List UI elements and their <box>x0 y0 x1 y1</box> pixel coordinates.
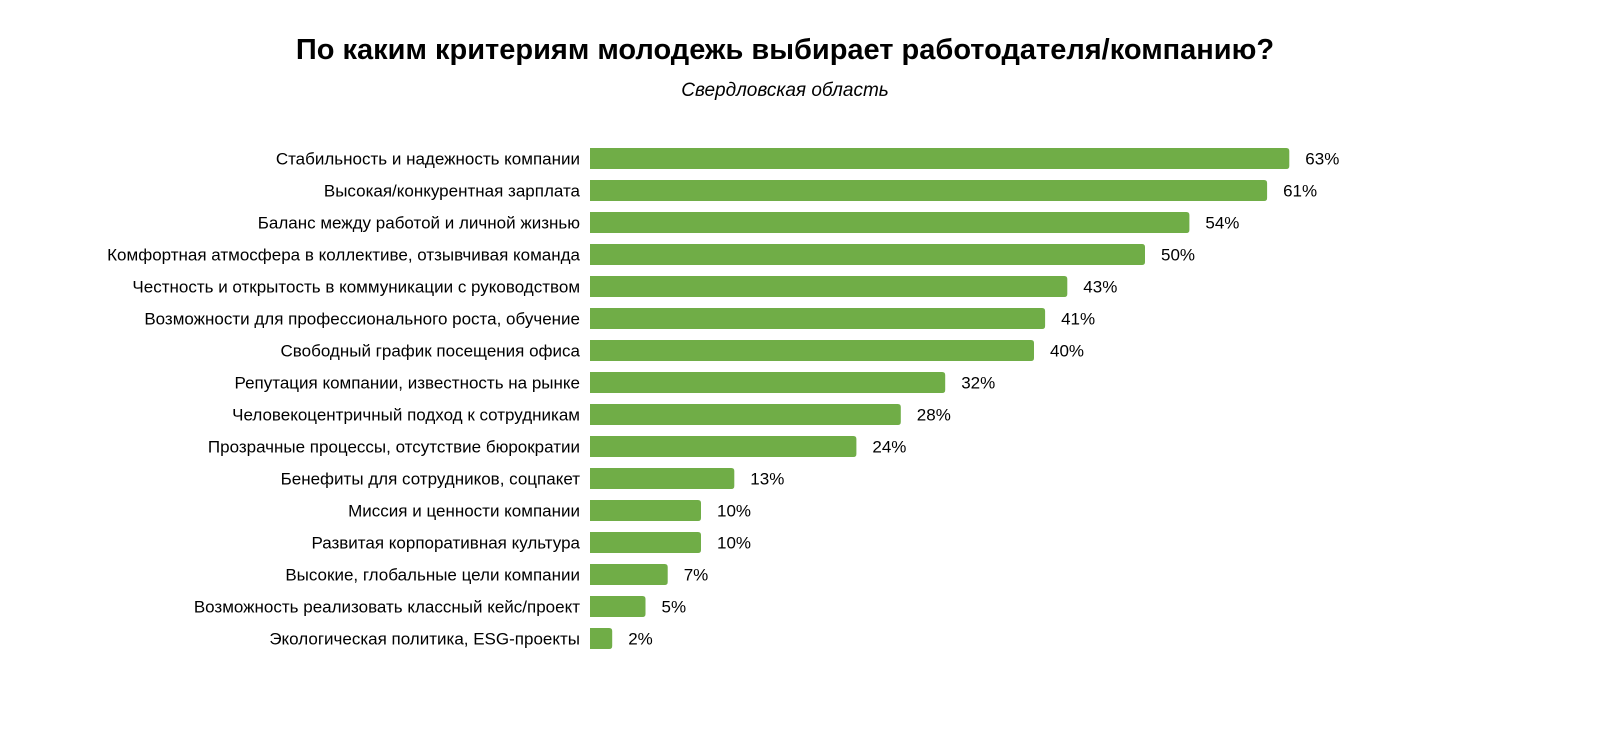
category-label: Свободный график посещения офиса <box>281 342 581 361</box>
category-label: Честность и открытость в коммуникации с … <box>132 278 580 297</box>
bar <box>590 404 901 425</box>
value-label: 7% <box>684 566 709 585</box>
value-label: 61% <box>1283 182 1317 201</box>
chart-title: По каким критериям молодежь выбирает раб… <box>295 34 1275 66</box>
category-label: Возможность реализовать классный кейс/пр… <box>194 598 580 617</box>
value-label: 63% <box>1305 150 1339 169</box>
value-label: 28% <box>917 406 951 425</box>
bar <box>590 340 1034 361</box>
bar <box>590 180 1268 201</box>
bar <box>590 628 613 649</box>
category-label: Высокие, глобальные цели компании <box>285 566 580 585</box>
category-label: Экологическая политика, ESG-проекты <box>269 630 580 649</box>
bar <box>590 148 1290 169</box>
value-label: 54% <box>1205 214 1239 233</box>
value-label: 50% <box>1161 246 1195 265</box>
category-label: Человекоцентричный подход к сотрудникам <box>232 406 580 425</box>
value-label: 41% <box>1061 310 1095 329</box>
bar <box>590 308 1046 329</box>
bar <box>590 212 1190 233</box>
category-label: Развитая корпоративная культура <box>311 534 580 553</box>
value-label: 32% <box>961 374 995 393</box>
value-label: 2% <box>628 630 653 649</box>
category-label: Бенефиты для сотрудников, соцпакет <box>281 470 581 489</box>
category-label: Стабильность и надежность компании <box>276 150 580 169</box>
category-label: Прозрачные процессы, отсутствие бюрократ… <box>208 438 580 457</box>
bar <box>590 276 1068 297</box>
chart-subtitle: Свердловская область <box>681 80 889 101</box>
bar <box>590 532 701 553</box>
bar <box>590 468 735 489</box>
category-label: Миссия и ценности компании <box>348 502 580 521</box>
category-label: Репутация компании, известность на рынке <box>234 374 580 393</box>
category-label: Баланс между работой и личной жизнью <box>258 214 581 233</box>
category-label: Комфортная атмосфера в коллективе, отзыв… <box>107 246 580 265</box>
bar <box>590 372 946 393</box>
bar <box>590 244 1145 265</box>
value-label: 10% <box>717 534 751 553</box>
value-label: 40% <box>1050 342 1084 361</box>
bar <box>590 596 646 617</box>
category-label: Возможности для профессионального роста,… <box>144 310 580 329</box>
value-label: 24% <box>872 438 906 457</box>
value-label: 13% <box>750 470 784 489</box>
bar <box>590 436 857 457</box>
category-label: Высокая/конкурентная зарплата <box>324 182 581 201</box>
value-label: 10% <box>717 502 751 521</box>
value-label: 5% <box>662 598 687 617</box>
bar <box>590 564 668 585</box>
value-label: 43% <box>1083 278 1117 297</box>
bar <box>590 500 701 521</box>
